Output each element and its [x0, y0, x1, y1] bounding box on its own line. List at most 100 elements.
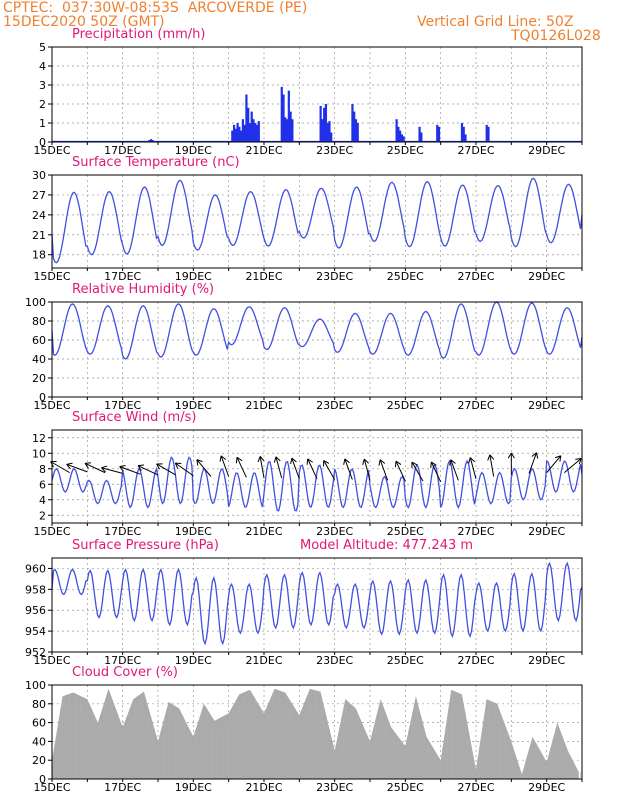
x-tick-label: 27DEC — [457, 399, 494, 412]
y-tick-label: 8 — [39, 463, 46, 476]
header-grid-line: Vertical Grid Line: 50Z — [417, 14, 574, 30]
y-tick-label: 0 — [39, 391, 46, 404]
x-tick-label: 17DEC — [104, 781, 141, 794]
precip-bar — [291, 119, 294, 142]
x-tick-label: 17DEC — [104, 525, 141, 538]
precip-bar — [328, 121, 331, 142]
wind-arrowhead — [306, 458, 313, 465]
wind-arrowhead — [235, 456, 243, 464]
wind-arrowhead — [531, 452, 539, 459]
precip-bar — [397, 126, 400, 142]
wind-arrowhead — [196, 459, 203, 466]
x-tick-label: 15DEC — [33, 525, 70, 538]
wind-arrowhead — [66, 462, 73, 470]
panel-title: Surface Wind (m/s) — [72, 410, 196, 425]
series-line — [51, 561, 583, 646]
wind-arrowhead — [468, 457, 475, 464]
precip-bar — [238, 126, 241, 142]
wind-arrow — [450, 459, 459, 481]
x-tick-label: 27DEC — [457, 144, 494, 157]
panel-title: Relative Humidity (%) — [72, 282, 214, 297]
y-tick-label: 24 — [32, 209, 46, 222]
x-tick-label: 27DEC — [457, 654, 494, 667]
precip-bar — [243, 124, 246, 142]
precip-bar — [485, 124, 488, 142]
y-tick-label: 20 — [32, 754, 46, 767]
wind-arrowhead — [575, 457, 582, 465]
wind-arrowhead — [119, 465, 126, 472]
wind-arrowhead — [323, 460, 330, 467]
precip-bar — [395, 119, 398, 142]
precip-bar — [240, 130, 243, 142]
wind-arrow — [291, 457, 300, 479]
x-tick-label: 17DEC — [104, 399, 141, 412]
precip-bar — [330, 132, 333, 142]
wind-arrow — [379, 459, 389, 481]
precip-bar — [402, 136, 405, 142]
x-tick-label: 23DEC — [316, 654, 353, 667]
wind-arrow — [175, 462, 194, 477]
precip-bar — [353, 111, 356, 142]
panel-frame — [51, 301, 583, 398]
wind-arrow — [395, 460, 406, 482]
x-tick-label: 15DEC — [33, 399, 70, 412]
x-tick-label: 19DEC — [175, 654, 212, 667]
precip-bar — [319, 105, 322, 142]
x-tick-label: 23DEC — [316, 399, 353, 412]
y-tick-label: 18 — [32, 249, 46, 262]
x-tick-label: 23DEC — [316, 781, 353, 794]
wind-arrowhead — [174, 462, 182, 469]
precip-bar — [400, 134, 403, 142]
precip-bar — [289, 111, 292, 142]
precip-bar — [464, 134, 467, 142]
y-tick-label: 952 — [25, 646, 46, 659]
precip-bar — [321, 119, 324, 142]
wind-arrowhead — [430, 461, 437, 469]
wind-arrow — [156, 463, 176, 476]
precip-bar — [418, 126, 421, 142]
x-tick-label: 17DEC — [104, 144, 141, 157]
precip-bar — [323, 107, 326, 142]
panel-2 — [48, 301, 583, 400]
x-tick-label: 21DEC — [245, 654, 282, 667]
x-tick-label: 15DEC — [33, 654, 70, 667]
precip-bar — [487, 126, 490, 142]
precip-bar — [351, 104, 354, 142]
precip-bar — [462, 126, 465, 142]
wind-arrow — [101, 467, 123, 474]
x-tick-label: 15DEC — [33, 144, 70, 157]
x-tick-label: 19DEC — [175, 270, 212, 283]
precip-bar — [287, 90, 290, 142]
panel-frame — [51, 557, 583, 653]
precip-bar — [149, 139, 153, 142]
wind-arrowhead — [101, 465, 108, 473]
x-tick-label: 21DEC — [245, 525, 282, 538]
wind-arrow — [344, 458, 353, 480]
x-tick-label: 27DEC — [457, 781, 494, 794]
y-tick-label: 960 — [25, 562, 46, 575]
precip-bar — [460, 123, 464, 142]
y-tick-label: 20 — [32, 372, 46, 385]
series-line — [51, 301, 583, 360]
precip-bar — [248, 123, 252, 142]
precip-bar — [326, 123, 329, 142]
x-tick-label: 19DEC — [175, 525, 212, 538]
precip-bar — [282, 94, 285, 142]
wind-arrow — [84, 462, 106, 474]
precip-bar — [231, 130, 234, 142]
wind-arrow — [196, 459, 212, 477]
wind-arrow — [66, 463, 88, 473]
wind-arrow — [489, 454, 495, 477]
y-tick-label: 100 — [25, 296, 46, 309]
panel-title: Cloud Cover (%) — [72, 665, 178, 680]
header-date: 15DEC2020 50Z (GMT) — [3, 14, 165, 30]
wind-arrow — [307, 458, 318, 480]
wind-arrowhead — [554, 455, 562, 462]
y-tick-label: 3 — [39, 79, 46, 92]
series-line — [51, 456, 583, 512]
y-tick-label: 27 — [32, 189, 46, 202]
y-tick-label: 12 — [32, 432, 46, 445]
precip-bar — [236, 123, 239, 142]
wind-arrowhead — [290, 457, 297, 465]
precip-bar — [250, 111, 253, 142]
